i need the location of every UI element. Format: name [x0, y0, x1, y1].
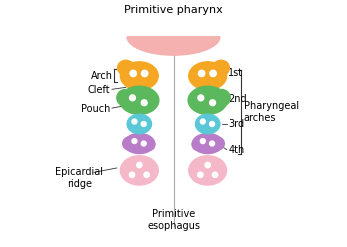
Ellipse shape: [212, 137, 224, 150]
Text: Pouch: Pouch: [81, 104, 110, 114]
Circle shape: [144, 172, 149, 178]
Circle shape: [210, 100, 215, 106]
Text: Primitive pharynx: Primitive pharynx: [124, 5, 223, 15]
Circle shape: [141, 122, 146, 126]
Text: Pharyngeal
arches: Pharyngeal arches: [244, 101, 299, 123]
Circle shape: [132, 139, 137, 144]
Ellipse shape: [213, 90, 230, 106]
Ellipse shape: [117, 90, 134, 106]
Ellipse shape: [213, 60, 229, 75]
Circle shape: [129, 172, 135, 178]
Ellipse shape: [189, 62, 227, 90]
Circle shape: [198, 172, 203, 178]
Text: 4th: 4th: [228, 145, 245, 155]
Text: Epicardial
ridge: Epicardial ridge: [56, 166, 103, 189]
Circle shape: [200, 119, 205, 124]
Ellipse shape: [120, 156, 158, 185]
Ellipse shape: [120, 62, 158, 90]
Circle shape: [205, 162, 210, 168]
Text: 1st: 1st: [228, 68, 244, 79]
Ellipse shape: [120, 86, 159, 114]
Circle shape: [210, 141, 214, 146]
Circle shape: [212, 172, 218, 178]
Circle shape: [130, 70, 136, 77]
Circle shape: [141, 100, 147, 106]
Ellipse shape: [192, 139, 204, 150]
Circle shape: [210, 122, 214, 126]
Circle shape: [198, 70, 205, 77]
Ellipse shape: [188, 86, 227, 114]
Circle shape: [132, 119, 137, 124]
Ellipse shape: [143, 139, 155, 150]
Circle shape: [141, 141, 146, 146]
Circle shape: [200, 139, 205, 144]
Ellipse shape: [123, 137, 135, 150]
Text: Cleft: Cleft: [87, 85, 110, 95]
Text: 2nd: 2nd: [228, 94, 247, 104]
Text: Arch: Arch: [91, 71, 112, 81]
Ellipse shape: [118, 60, 134, 75]
Text: Primitive
esophagus: Primitive esophagus: [147, 209, 200, 231]
Circle shape: [129, 95, 135, 101]
Circle shape: [137, 162, 142, 168]
Ellipse shape: [189, 156, 227, 185]
Circle shape: [142, 70, 148, 77]
Ellipse shape: [127, 114, 152, 134]
Text: 3rd: 3rd: [228, 119, 245, 129]
Ellipse shape: [193, 134, 223, 154]
Ellipse shape: [124, 134, 154, 154]
Circle shape: [210, 70, 216, 77]
Ellipse shape: [195, 114, 220, 134]
Circle shape: [198, 95, 204, 101]
Polygon shape: [127, 37, 220, 55]
